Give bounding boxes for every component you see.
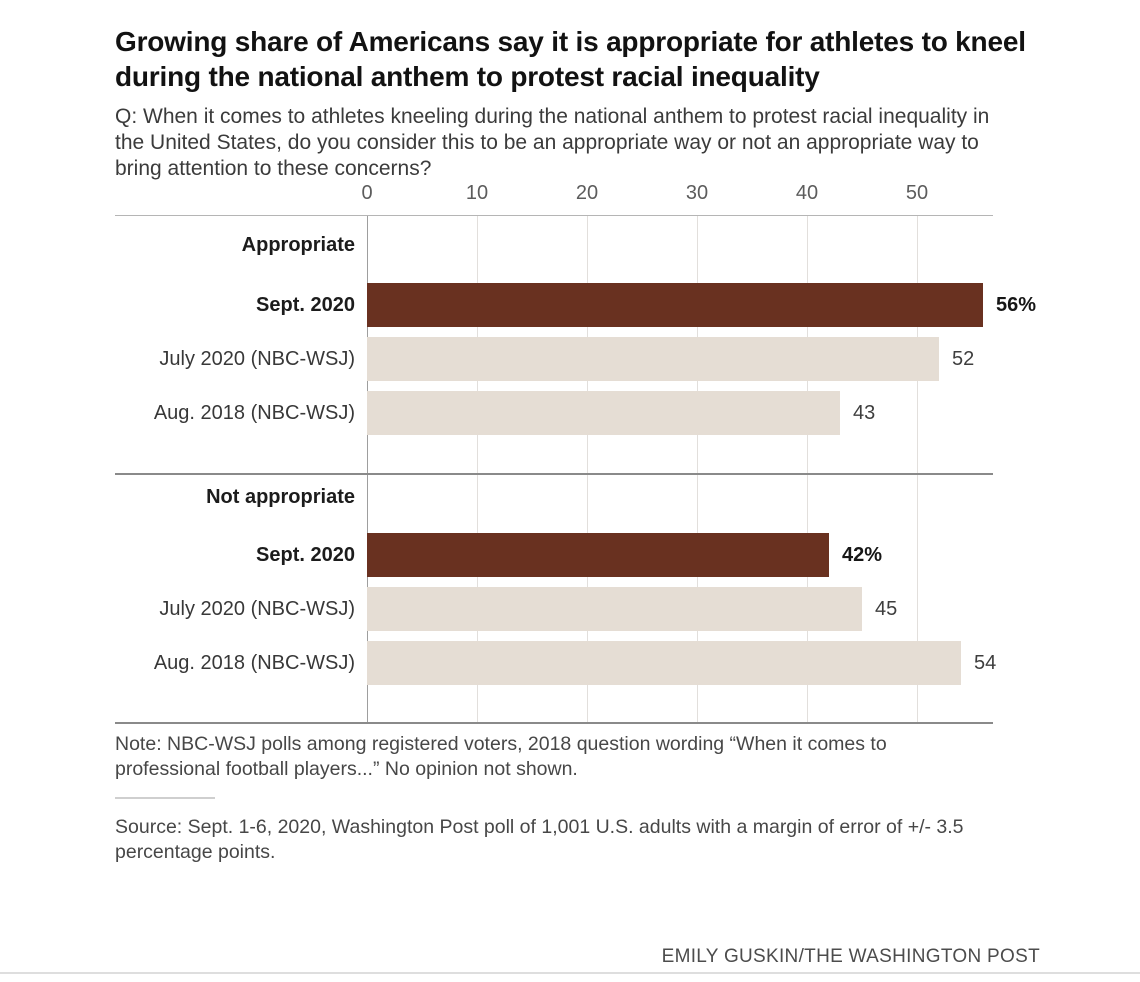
gridline-40 [807,216,808,722]
value-label-not-appropriate-aug-2018-nbc-wsj: 54 [974,652,997,674]
bar-not-appropriate-sept-2020 [367,533,829,577]
chart-source: Source: Sept. 1-6, 2020, Washington Post… [115,816,964,863]
row-label-not-appropriate-july-2020-nbc-wsj: July 2020 (NBC-WSJ) [159,598,355,620]
gridline-50 [917,216,918,722]
value-label-appropriate-aug-2018-nbc-wsj: 43 [853,402,876,424]
page-bottom-border [0,972,1140,974]
axis-tick-0: 0 [361,182,373,204]
footer-divider [115,797,215,799]
axis-top-rule [115,215,993,216]
bar-appropriate-sept-2020 [367,283,983,327]
value-label-not-appropriate-july-2020-nbc-wsj: 45 [875,598,898,620]
value-label-appropriate-sept-2020: 56% [996,294,1037,316]
group-label-not-appropriate: Not appropriate [206,486,355,508]
axis-tick-30: 30 [685,182,709,204]
axis-tick-20: 20 [575,182,599,204]
row-label-not-appropriate-sept-2020: Sept. 2020 [256,544,355,566]
bar-not-appropriate-july-2020-nbc-wsj [367,587,862,631]
axis-bottom-rule [115,722,993,724]
chart-title: Growing share of Americans say it is app… [115,26,1026,92]
axis-tick-10: 10 [465,182,489,204]
axis-tick-40: 40 [795,182,819,204]
axis-zero-line [367,216,368,722]
chart-header: Growing share of Americans say it is app… [115,24,1045,182]
bar-appropriate-july-2020-nbc-wsj [367,337,939,381]
row-label-appropriate-aug-2018-nbc-wsj: Aug. 2018 (NBC-WSJ) [153,402,355,424]
value-label-appropriate-july-2020-nbc-wsj: 52 [952,348,975,370]
bar-not-appropriate-aug-2018-nbc-wsj [367,641,961,685]
row-label-not-appropriate-aug-2018-nbc-wsj: Aug. 2018 (NBC-WSJ) [153,652,355,674]
axis-tick-50: 50 [905,182,929,204]
chart-credit: EMILY GUSKIN/THE WASHINGTON POST [661,946,1040,967]
gridline-20 [587,216,588,722]
chart-note: Note: NBC-WSJ polls among registered vot… [115,733,887,780]
row-label-appropriate-sept-2020: Sept. 2020 [256,294,355,316]
bar-appropriate-aug-2018-nbc-wsj [367,391,840,435]
bar-chart: 0 10 20 30 40 50 Appropriate Sept. 2020 56% July … [115,180,1140,732]
group-label-appropriate: Appropriate [241,234,355,256]
group-divider [115,473,993,475]
gridline-10 [477,216,478,722]
value-label-not-appropriate-sept-2020: 42% [842,544,883,566]
row-label-appropriate-july-2020-nbc-wsj: July 2020 (NBC-WSJ) [159,348,355,370]
gridline-30 [697,216,698,722]
chart-question: Q: When it comes to athletes kneeling du… [115,105,990,180]
